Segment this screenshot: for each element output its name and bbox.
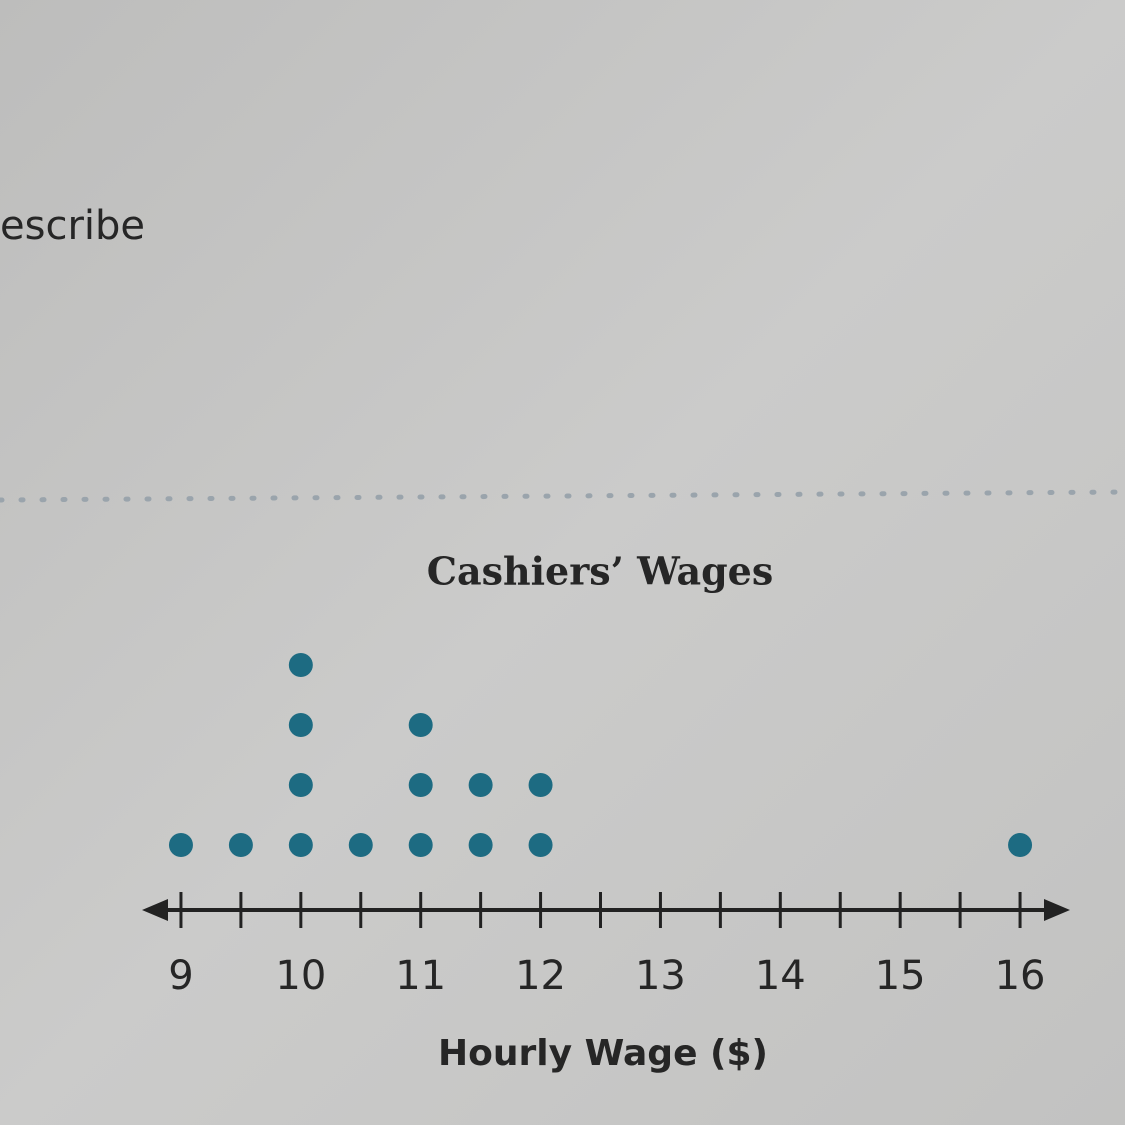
dot — [1008, 833, 1033, 857]
page-text: escribe — [0, 203, 145, 249]
dot — [168, 833, 193, 857]
x-axis-label: Hourly Wage ($) — [438, 1033, 768, 1074]
dot — [408, 833, 433, 857]
x-tick-label: 14 — [755, 953, 806, 999]
x-tick-label: 15 — [875, 953, 926, 999]
arrow-left — [142, 899, 168, 921]
dot — [528, 773, 553, 797]
arrow-right — [1044, 899, 1070, 921]
dot — [228, 833, 253, 857]
x-tick-label: 16 — [995, 953, 1046, 999]
dot — [288, 773, 313, 797]
dot — [348, 833, 373, 857]
x-tick-label: 9 — [168, 953, 193, 999]
x-tick-label: 12 — [515, 953, 566, 999]
dot — [288, 653, 313, 677]
separator — [0, 489, 1125, 503]
chart-title: Cashiers’ Wages — [427, 549, 774, 594]
dot — [468, 833, 493, 857]
dot — [468, 773, 493, 797]
dot — [528, 833, 553, 857]
x-tick-label: 10 — [275, 953, 326, 999]
dot — [408, 773, 433, 797]
x-tick-label: 13 — [635, 953, 686, 999]
dot — [288, 833, 313, 857]
x-tick-label: 11 — [395, 953, 446, 999]
dot — [408, 713, 433, 737]
dot — [288, 713, 313, 737]
